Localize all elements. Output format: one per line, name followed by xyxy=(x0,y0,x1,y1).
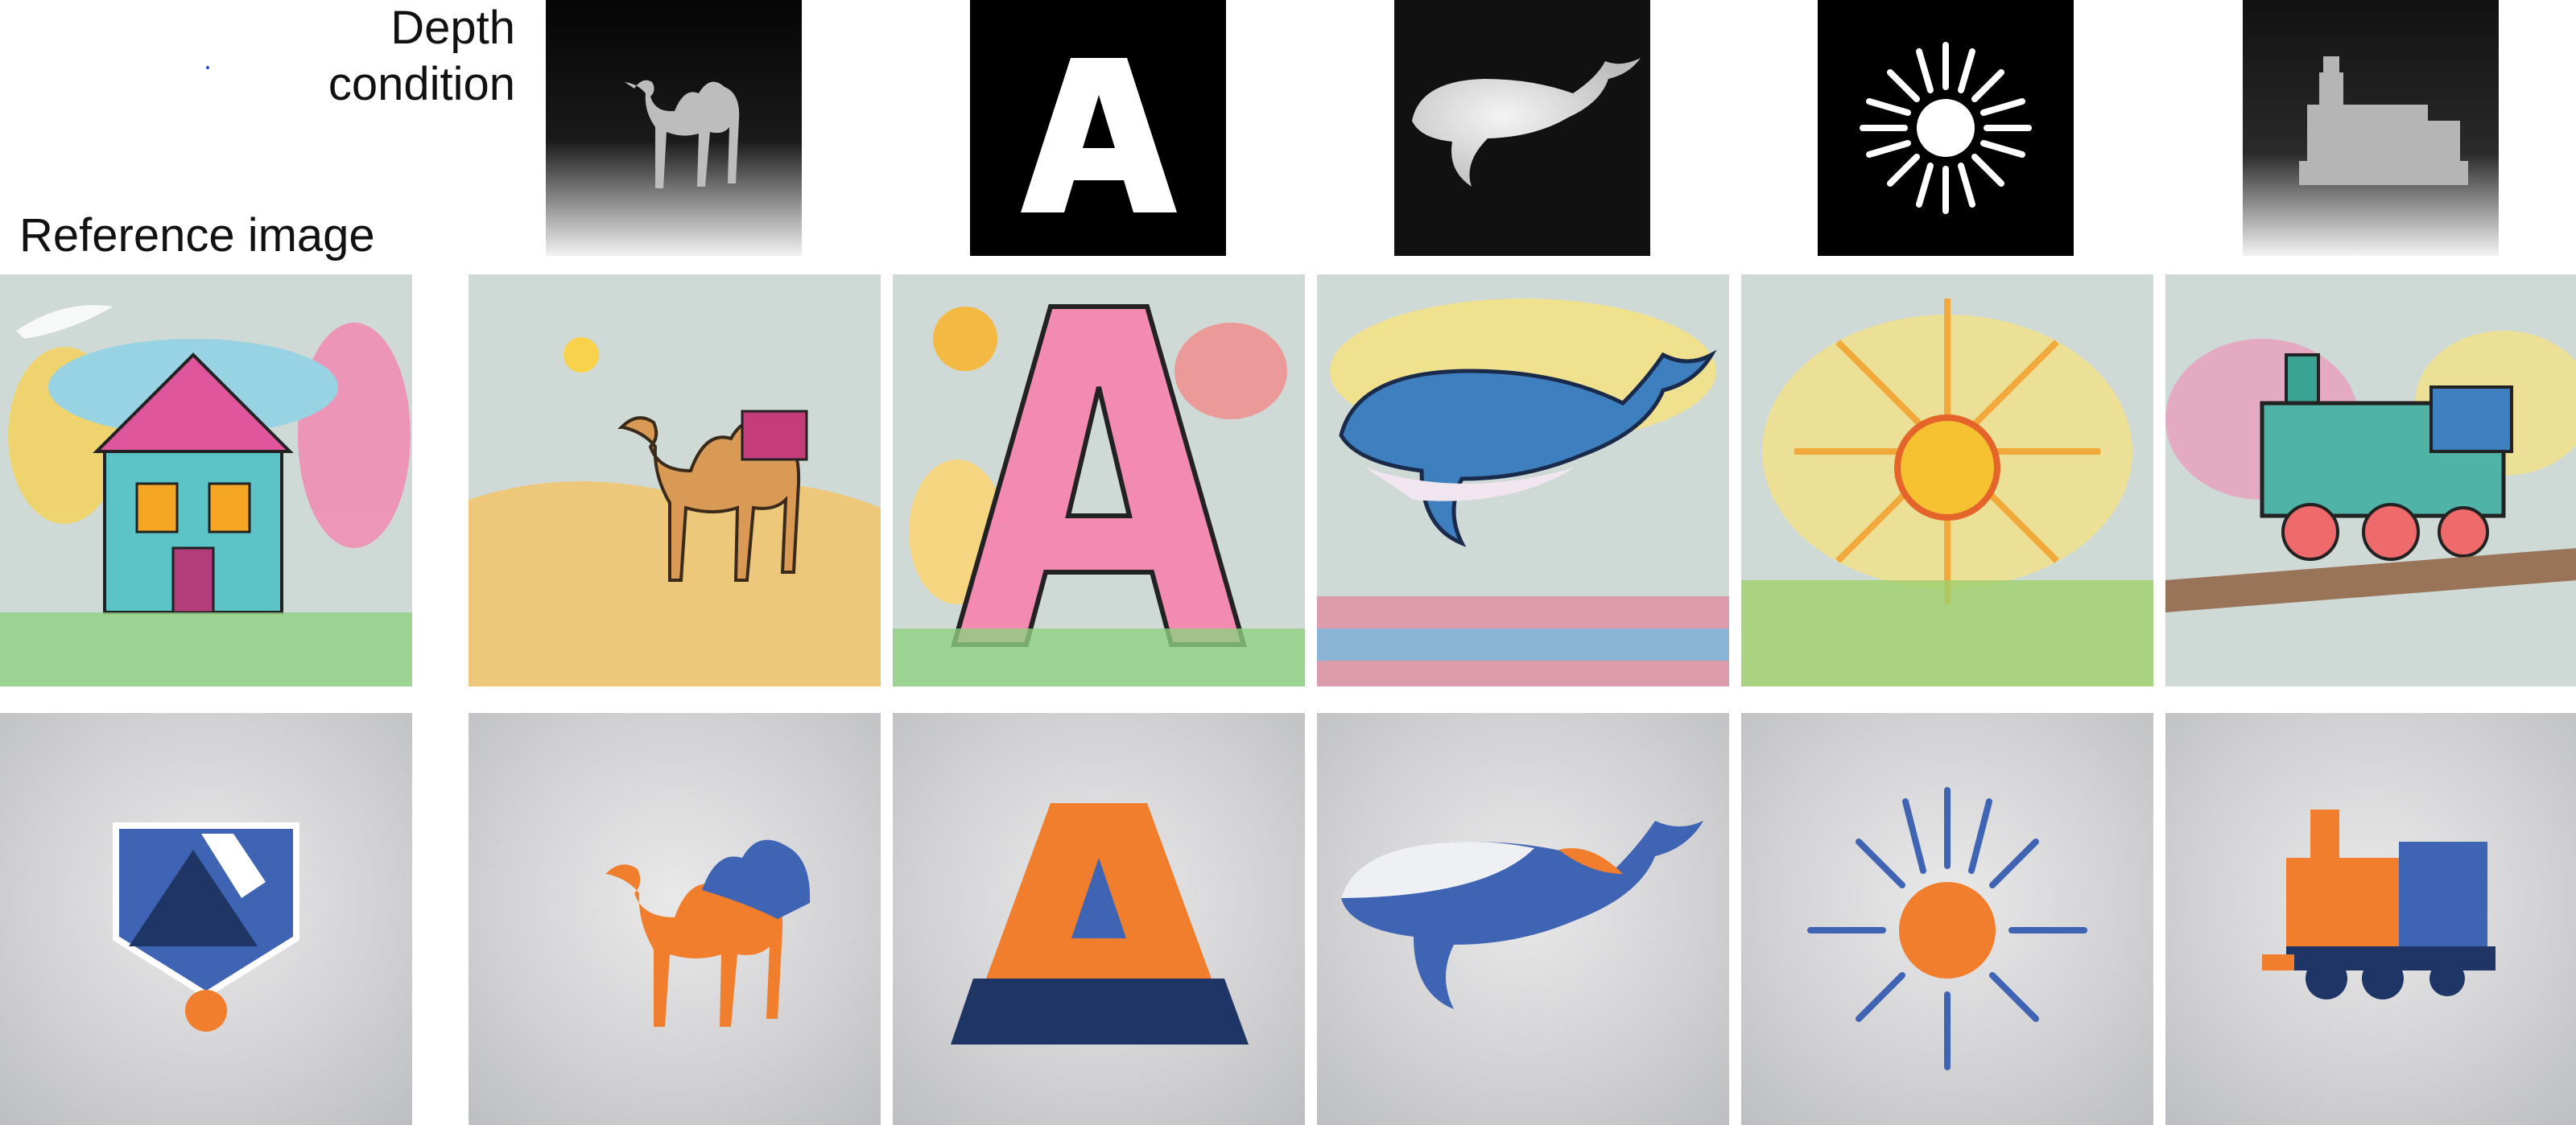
output-logo-whale xyxy=(1317,713,1729,1125)
reference-sketch-house xyxy=(0,274,412,686)
condition-whale-depth xyxy=(1394,0,1650,256)
output-logo-camel xyxy=(469,713,881,1125)
condition-letter-a xyxy=(970,0,1226,256)
condition-train-depth xyxy=(2243,0,2499,256)
output-logo-letter-a xyxy=(893,713,1305,1125)
output-logo-sun xyxy=(1741,713,2153,1125)
output-sketch-camel xyxy=(469,274,881,686)
condition-camel-depth xyxy=(546,0,802,256)
stray-dot xyxy=(206,66,209,69)
output-sketch-letter-a xyxy=(893,274,1305,686)
output-sketch-whale xyxy=(1317,274,1729,686)
output-sketch-train xyxy=(2165,274,2576,686)
depth-condition-label-line1: Depth xyxy=(390,2,515,54)
output-logo-train xyxy=(2165,713,2576,1125)
reference-logo xyxy=(0,713,412,1125)
condition-sun xyxy=(1818,0,2074,256)
depth-condition-label-line2: condition xyxy=(328,58,515,110)
reference-image-label: Reference image xyxy=(19,209,375,262)
output-sketch-sun xyxy=(1741,274,2153,686)
depth-condition-label: Depth condition xyxy=(242,0,515,113)
